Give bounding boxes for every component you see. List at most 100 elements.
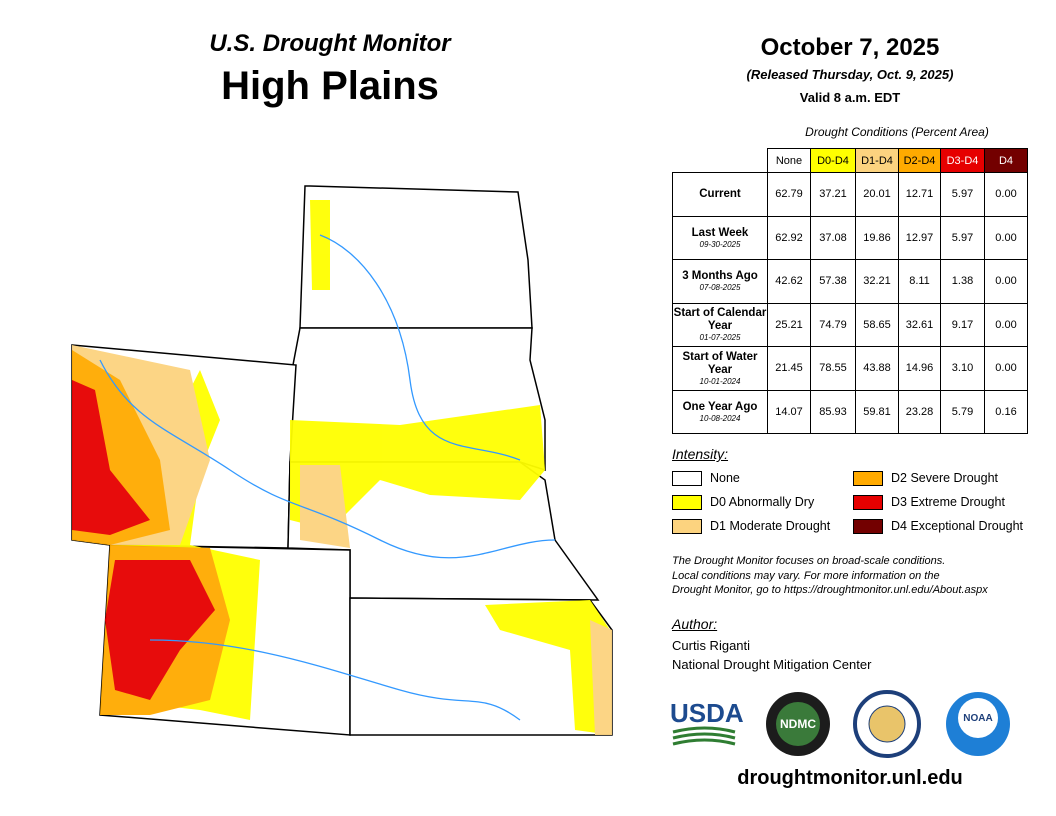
table-cell: 5.97 [940,215,985,260]
legend-label: D4 Exceptional Drought [891,519,1024,533]
table-cell: 0.00 [984,259,1028,304]
legend-label: D2 Severe Drought [891,471,999,485]
row-label: Start of Calendar Year 01-07-2025 [672,302,768,347]
column-header: None [767,148,811,173]
table-cell: 12.71 [898,172,941,217]
note-line: Drought Monitor, go to https://droughtmo… [672,584,988,596]
table-cell: 59.81 [855,389,899,434]
row-label: Start of Water Year 10-01-2024 [672,346,768,391]
river [149,639,521,721]
row-label: Last Week 09-30-2025 [672,215,768,260]
valid: Valid 8 a.m. EDT [799,90,901,105]
note-line: The Drought Monitor focuses on broad-sca… [672,555,946,567]
table-cell: 0.16 [984,389,1028,434]
legend-swatch [853,495,883,510]
d1-area [300,465,350,548]
region-title: High Plains [221,64,439,108]
row-label-text: Last Week [691,226,749,239]
row-label-text: Current [699,187,741,200]
d0-area [310,200,330,290]
legend-label: None [710,471,740,485]
legend-swatch [853,471,883,486]
row-date: 07-08-2025 [699,283,741,293]
table-cell: 32.21 [855,259,899,304]
row-label: One Year Ago 10-08-2024 [672,389,768,434]
table-cell: 14.07 [767,389,811,434]
url: droughtmonitor.unl.edu [737,767,963,789]
table-cell: 58.65 [855,302,899,347]
table-cell: 19.86 [855,215,899,260]
table-cell: 37.21 [810,172,856,217]
legend-swatch [672,471,702,486]
row-label: 3 Months Ago 07-08-2025 [672,259,768,304]
row-date: 10-08-2024 [699,413,741,423]
table-cell: 8.11 [898,259,941,304]
table-cell: 32.61 [898,302,941,347]
table-cell: 42.62 [767,259,811,304]
table-cell: 5.79 [940,389,985,434]
legend-label: D1 Moderate Drought [710,519,831,533]
row-label-text: Start of Calendar Year [673,307,767,333]
logos: USDA NDMC NOAA [670,690,1010,758]
d3-area [105,560,215,700]
table-cell: 20.01 [855,172,899,217]
note-line: Local conditions may vary. For more info… [672,569,940,582]
table-cell: 1.38 [940,259,985,304]
d3-area [72,380,150,535]
legend-swatch [672,495,702,510]
table-caption: Drought Conditions (Percent Area) [805,125,989,139]
kicker: U.S. Drought Monitor [209,30,451,57]
row-label-text: Start of Water Year [682,350,758,376]
column-header: D1-D4 [855,148,899,173]
table-cell: 9.17 [940,302,985,347]
column-header: D4 [984,148,1028,173]
column-header: D3-D4 [940,148,985,173]
d0-area [485,600,612,735]
table-cell: 12.97 [898,215,941,260]
note: The Drought Monitor focuses on broad-sca… [672,554,988,598]
released: (Released Thursday, Oct. 9, 2025) [746,67,954,82]
ndmc-text: NDMC [780,717,816,731]
river [99,359,556,559]
usda-logo: USDA [670,698,744,728]
table-cell: 57.38 [810,259,856,304]
row-label-text: One Year Ago [682,400,758,413]
column-header: D2-D4 [898,148,941,173]
author-org: National Drought Mitigation Center [672,657,872,672]
row-date: 01-07-2025 [699,333,741,343]
date: October 7, 2025 [760,34,940,61]
author-name: Curtis Riganti [672,638,751,653]
noaa-inner [958,698,998,738]
legend-title: Intensity: [672,446,729,462]
table-cell: 37.08 [810,215,856,260]
map [71,185,613,736]
doc-inner [868,705,906,743]
table-cell: 0.00 [984,346,1028,391]
table-cell: 14.96 [898,346,941,391]
table-cell: 5.97 [940,172,985,217]
table-cell: 43.88 [855,346,899,391]
rivers [99,234,556,721]
legend-swatch [672,519,702,534]
row-label: Current [672,172,768,217]
author-label: Author: [672,616,718,632]
drought-areas [72,200,612,735]
table-cell: 78.55 [810,346,856,391]
table-cell: 0.00 [984,215,1028,260]
ndmc-inner [776,702,820,746]
table-cell: 25.21 [767,302,811,347]
legend-label: D3 Extreme Drought [891,495,1005,509]
d1-area [590,620,612,735]
table-cell: 62.79 [767,172,811,217]
table-cell: 0.00 [984,302,1028,347]
table-cell: 21.45 [767,346,811,391]
legend-label: D0 Abnormally Dry [710,495,815,509]
d0-area [290,405,545,530]
table-cell: 0.00 [984,172,1028,217]
usda-waves [672,726,736,746]
legend-swatch [853,519,883,534]
column-header: D0-D4 [810,148,856,173]
table-cell: 74.79 [810,302,856,347]
table-cell: 3.10 [940,346,985,391]
